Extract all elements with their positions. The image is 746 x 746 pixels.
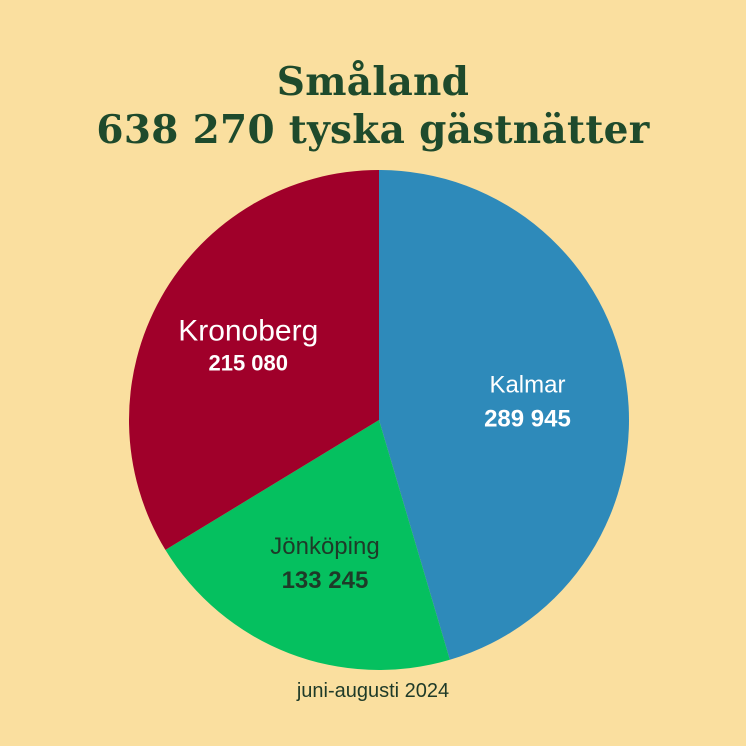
title-line-2: 638 270 tyska gästnätter (96, 107, 650, 153)
slice-label-kronoberg: Kronoberg (178, 314, 318, 347)
slice-value-kronoberg: 215 080 (208, 350, 288, 375)
period-label: juni-augusti 2024 (296, 680, 450, 702)
slice-value-kalmar: 289 945 (484, 406, 571, 433)
slice-label-kalmar: Kalmar (489, 372, 565, 399)
slice-label-jönköping: Jönköping (270, 533, 379, 560)
pie-slice-kalmar (379, 170, 630, 660)
chart-title: Småland 638 270 tyska gästnätter (0, 58, 746, 154)
pie-slice-kronoberg (128, 170, 379, 550)
title-line-1: Småland (276, 59, 470, 105)
pie-slice-jönköping (165, 420, 450, 671)
slice-value-jönköping: 133 245 (282, 567, 369, 594)
